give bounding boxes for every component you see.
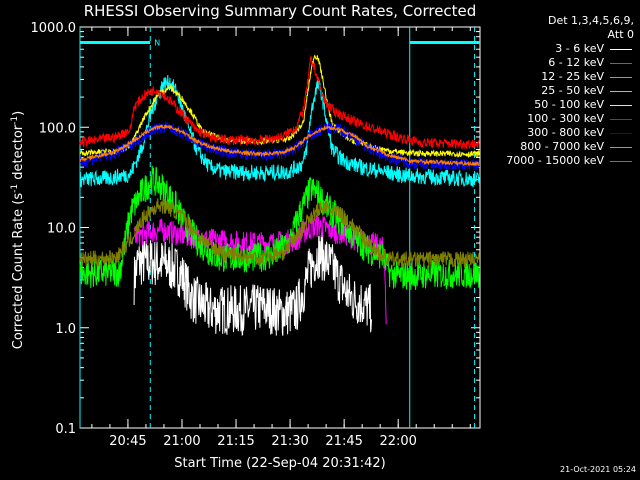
series-line-6-12-kev [133,214,387,325]
chart-title: RHESSI Observing Summary Count Rates, Co… [84,2,477,20]
series-line-100-300-kev [79,55,481,150]
x-tick-label: 22:00 [379,434,416,449]
legend-entry-label: 3 - 6 keV [555,42,604,55]
x-tick-label: 21:30 [271,434,308,449]
legend-entry-swatch [610,76,632,78]
plot-area: 0.1 1.0 10.0 100.0 1000.0 20:45 21:00 21:15 21:3… [31,21,481,449]
legend-header-line1: Det 1,3,4,5,6,9, [547,14,634,27]
legend-entry-swatch [610,104,632,106]
legend-entry: 7000 - 15000 keV [486,154,634,168]
legend-entry-label: 800 - 7000 keV [520,140,604,153]
legend-entry-label: 300 - 800 keV [527,126,604,139]
legend-entry-label: 100 - 300 keV [527,112,604,125]
series-line-800-7000-kev [79,123,480,167]
y-tick-label: 0.1 [55,422,76,437]
legend-entry-swatch [610,132,632,134]
legend-entry: 3 - 6 keV [486,42,634,56]
legend-entry-swatch [610,160,632,162]
x-axis-label: Start Time (22-Sep-04 20:31:42) [174,456,385,471]
generation-timestamp: 21-Oct-2021 05:24 [560,465,636,474]
legend-entry: 800 - 7000 keV [486,140,634,154]
night-marker-label: N [154,39,160,48]
y-axis-label: Corrected Count Rate (s-1 detector-1) [10,111,26,349]
y-axis-label-mid: detector [11,124,26,184]
legend-entry: 100 - 300 keV [486,112,634,126]
x-tick-label: 21:00 [163,434,200,449]
x-tick-label: 21:15 [217,434,254,449]
legend-entry-label: 25 - 50 keV [541,84,604,97]
legend-entry-label: 12 - 25 keV [541,70,604,83]
y-tick-label: 1.0 [55,322,76,337]
series-line-3-6-kev [133,231,372,336]
y-axis-label-sup1: -1 [10,184,20,193]
legend-entry: 12 - 25 keV [486,70,634,84]
legend-entry-label: 50 - 100 keV [534,98,604,111]
legend-entry: 50 - 100 keV [486,98,634,112]
y-tick-label: 100.0 [39,121,76,136]
legend-entry-swatch [610,62,632,64]
y-tick-label: 10.0 [47,222,76,237]
series-line-7000-15000-kev [79,198,481,268]
legend-header-line2: Att 0 [607,28,634,41]
legend-entry-label: 6 - 12 keV [548,56,604,69]
y-axis-label-sup2: -1 [10,116,20,125]
series-line-25-50-kev [79,74,481,188]
legend-entry-swatch [610,118,632,120]
legend-entry-swatch [610,48,632,50]
series-line-300-800-kev [79,121,481,171]
y-tick-label: 1000.0 [31,21,77,36]
legend-entry: 300 - 800 keV [486,126,634,140]
legend-entry-label: 7000 - 15000 keV [506,154,604,167]
legend-entry-swatch [610,90,632,92]
legend: Det 1,3,4,5,6,9, Att 0 3 - 6 keV 6 - 12 k… [486,14,634,168]
legend-entry: 25 - 50 keV [486,84,634,98]
x-tick-label: 20:45 [109,434,146,449]
legend-entry: 6 - 12 keV [486,56,634,70]
legend-entry-swatch [610,146,632,148]
x-tick-label: 21:45 [325,434,362,449]
y-axis-label-end: ) [11,111,26,116]
